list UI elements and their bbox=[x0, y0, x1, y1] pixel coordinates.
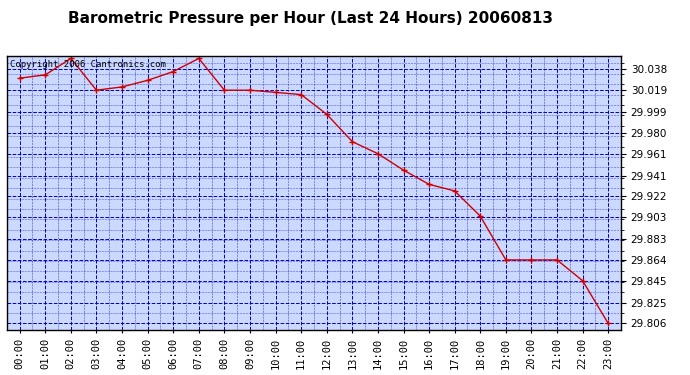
Text: Barometric Pressure per Hour (Last 24 Hours) 20060813: Barometric Pressure per Hour (Last 24 Ho… bbox=[68, 11, 553, 26]
Text: Copyright 2006 Cantronics.com: Copyright 2006 Cantronics.com bbox=[10, 60, 166, 69]
